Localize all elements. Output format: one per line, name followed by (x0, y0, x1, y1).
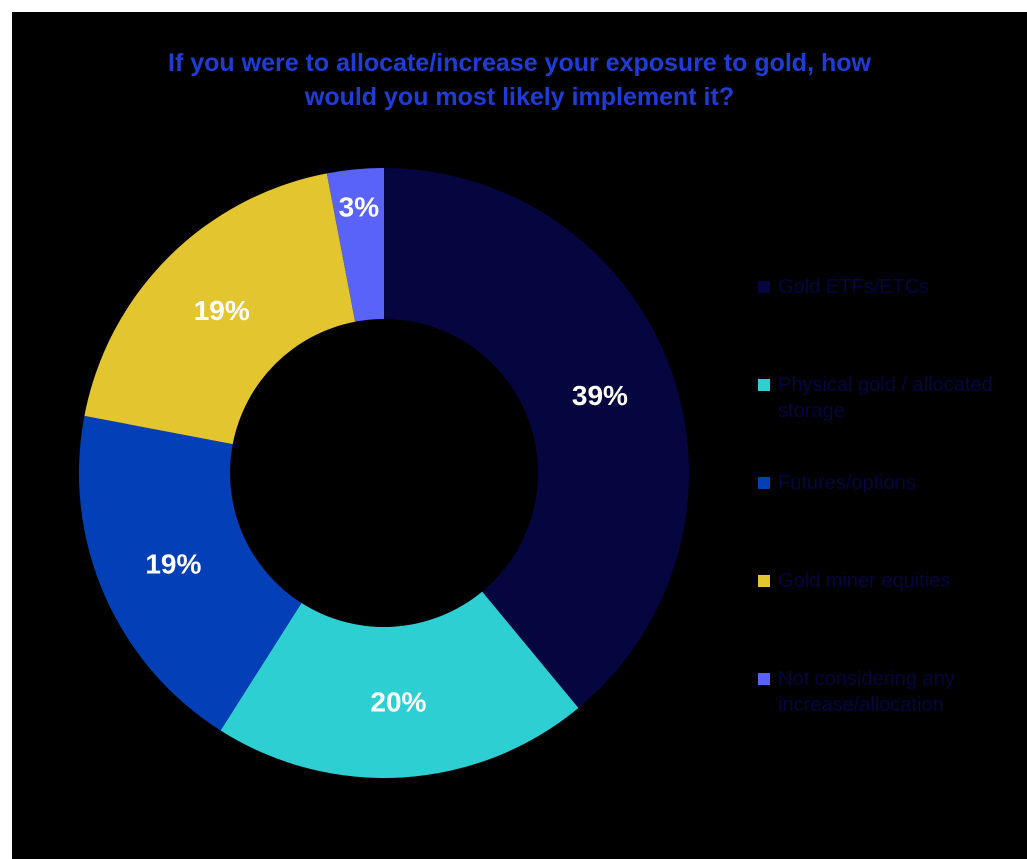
legend-label-futures-options: Futures/options (778, 472, 916, 494)
legend-swatch-gold-etfs-etcs (758, 281, 770, 293)
data-label-gold-etfs-etcs: 39% (572, 380, 628, 411)
legend-label-physical-gold-allocated-storage: Physical gold / allocated storage (778, 374, 993, 422)
data-label-not-considering-any-increase-allocation: 3% (339, 192, 380, 223)
legend-swatch-not-considering-any-increase-allocation (758, 673, 770, 685)
legend-swatch-gold-miner-equities (758, 575, 770, 587)
slice-futures-options (78, 415, 302, 731)
chart-title: If you were to allocate/increase your ex… (12, 46, 1027, 114)
slice-gold-etfs-etcs (384, 168, 689, 709)
data-label-gold-miner-equities: 19% (194, 295, 250, 326)
legend-label-not-considering-any-increase-allocation: Not considering any increase/allocation (778, 668, 955, 716)
legend-label-gold-etfs-etcs: Gold ETFs/ETCs (778, 276, 930, 298)
chart-frame: If you were to allocate/increase your ex… (12, 12, 1027, 859)
data-label-physical-gold-allocated-storage: 20% (370, 687, 426, 718)
slice-not-considering-any-increase-allocation (326, 168, 384, 322)
data-label-futures-options: 19% (145, 549, 201, 580)
legend-swatch-futures-options (758, 477, 770, 489)
chart-title-line-2: would you most likely implement it? (304, 83, 735, 111)
legend-swatch-physical-gold-allocated-storage (758, 379, 770, 391)
donut-chart: 39% 20% 19% 19% 3% (78, 168, 689, 778)
chart-title-line-1: If you were to allocate/increase your ex… (168, 49, 871, 77)
legend-label-gold-miner-equities: Gold miner equities (778, 570, 951, 592)
slice-physical-gold-allocated-storage (220, 591, 579, 778)
slice-gold-miner-equities (84, 173, 356, 445)
